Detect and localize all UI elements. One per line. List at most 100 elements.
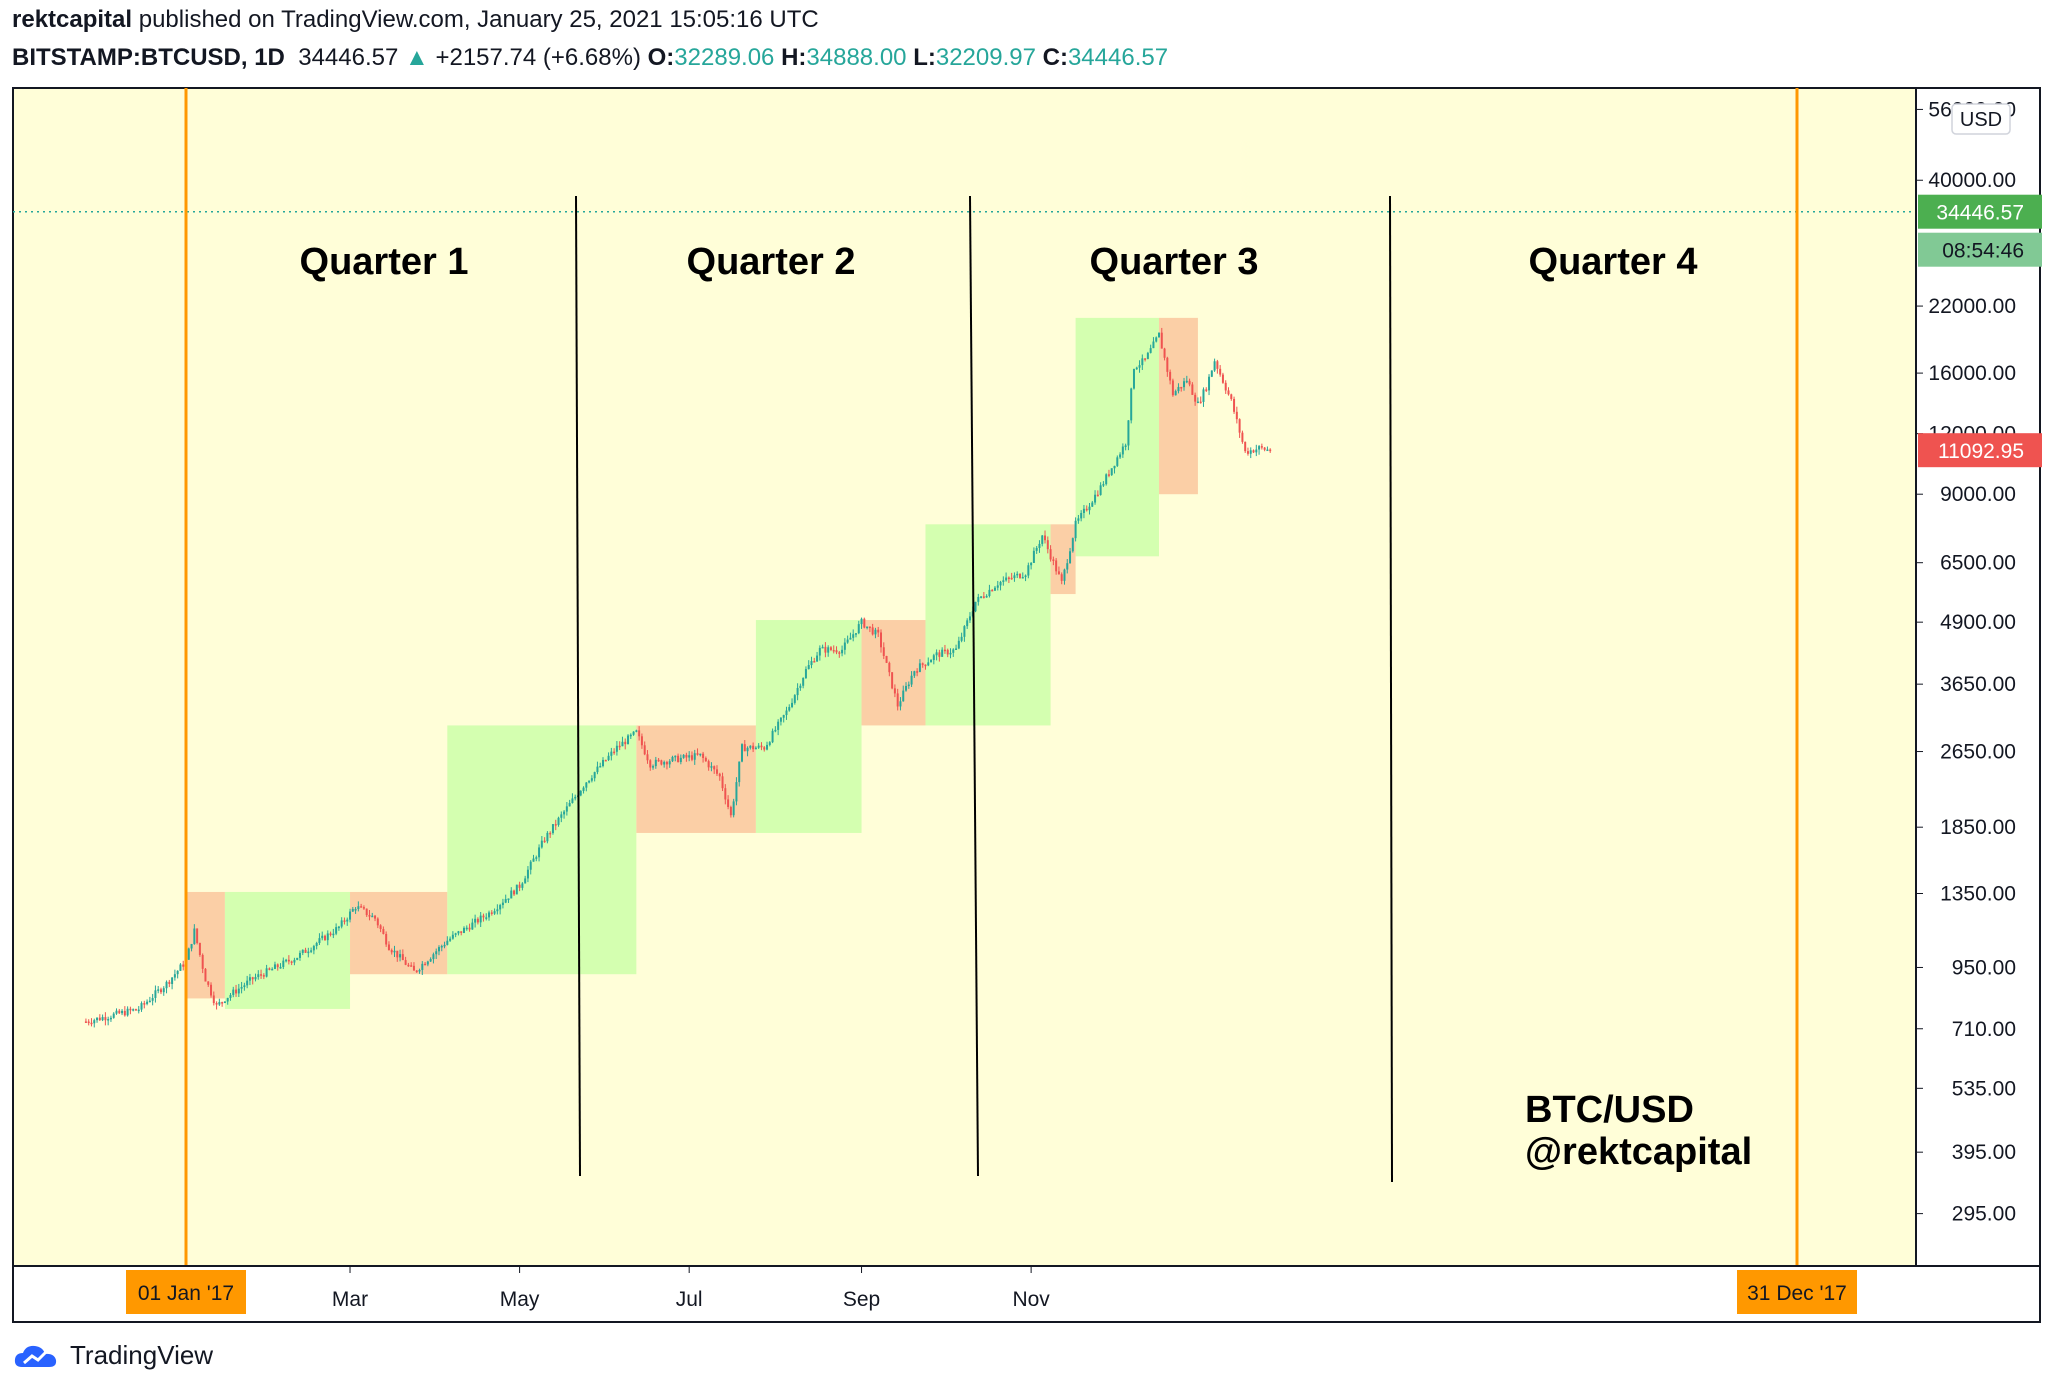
candle-body-16 — [129, 1008, 132, 1011]
btc-chart[interactable]: Quarter 1 Quarter 2 Quarter 3 Quarter 4 BTC… — [0, 0, 2054, 1330]
candle-body-268 — [829, 647, 832, 650]
candle-body-220 — [696, 753, 699, 755]
candle-body-198 — [635, 730, 638, 732]
candle-body-316 — [963, 626, 966, 637]
candle-body-193 — [621, 741, 624, 747]
y-tick-label-14: 535.00 — [1952, 1077, 2016, 1100]
tradingview-cloud-icon — [14, 1345, 57, 1367]
x-tick-label-4: Nov — [1012, 1288, 1050, 1311]
candle-body-151 — [504, 898, 507, 903]
candle-body-115 — [404, 960, 407, 965]
candle-body-373 — [1121, 446, 1124, 455]
candle-body-420 — [1252, 450, 1255, 453]
candle-body-361 — [1088, 506, 1091, 511]
candle-body-38 — [190, 944, 193, 949]
candle-body-423 — [1260, 446, 1263, 448]
candle-body-252 — [785, 710, 788, 716]
candle-body-203 — [649, 760, 652, 768]
candle-body-333 — [1010, 577, 1013, 580]
candle-body-87 — [326, 933, 329, 941]
candle-body-344 — [1041, 535, 1044, 544]
candle-body-317 — [966, 620, 969, 627]
candle-body-370 — [1113, 465, 1116, 469]
candle-body-250 — [779, 717, 782, 722]
candle-body-205 — [654, 759, 657, 767]
up-triangle-icon: ▲ — [405, 44, 429, 71]
candle-body-119 — [415, 970, 418, 973]
price-tags: 34446.57 08:54:46 11092.95 — [1918, 194, 2042, 468]
candle-body-70 — [279, 966, 282, 969]
candle-body-31 — [171, 977, 174, 985]
candle-body-295 — [905, 686, 908, 691]
currency-badge[interactable] — [1951, 103, 2011, 135]
candle-body-143 — [482, 915, 485, 918]
candle-body-78 — [301, 949, 304, 953]
x-tick-label-3: Sep — [843, 1288, 880, 1311]
candle-body-215 — [682, 754, 685, 758]
candle-body-415 — [1238, 419, 1241, 433]
x-tick-label-2: Jul — [676, 1288, 703, 1311]
candle-body-387 — [1160, 332, 1163, 349]
zone-red-10 — [1159, 317, 1198, 495]
time-axis[interactable] — [12, 1265, 2041, 1323]
candle-body-336 — [1019, 573, 1021, 578]
tradingview-brand: TradingView — [70, 1340, 214, 1370]
candle-body-288 — [885, 655, 888, 663]
quarter-divider-layer — [575, 195, 1393, 1183]
candle-body-194 — [624, 741, 627, 745]
candle-body-72 — [285, 959, 288, 962]
candle-body-323 — [982, 596, 985, 598]
y-tick-label-13: 710.00 — [1952, 1018, 2016, 1041]
candle-body-385 — [1155, 337, 1158, 342]
candle-body-133 — [454, 933, 457, 935]
candle-body-365 — [1099, 485, 1102, 495]
candle-body-5 — [98, 1017, 101, 1021]
candle-body-30 — [168, 981, 171, 985]
candle-body-53 — [232, 989, 235, 995]
high-value: 34888.00 — [806, 44, 907, 71]
candle-body-264 — [818, 647, 821, 656]
currency-label: USD — [1960, 109, 2002, 131]
candle-body-216 — [685, 754, 688, 758]
candle-body-309 — [943, 649, 946, 652]
close-value: 34446.57 — [1067, 44, 1169, 71]
candle-body-108 — [385, 933, 388, 945]
price-axis[interactable] — [1915, 87, 2041, 1267]
candle-body-105 — [376, 918, 379, 926]
y-tick-label-8: 3650.00 — [1940, 673, 2016, 696]
candle-body-60 — [251, 977, 254, 980]
candle-body-91 — [337, 926, 340, 929]
candle-body-10 — [112, 1013, 115, 1018]
candle-body-263 — [816, 655, 819, 662]
candle-body-114 — [401, 954, 404, 961]
candle-body-338 — [1024, 575, 1027, 578]
author-name[interactable]: rektcapital — [12, 6, 133, 33]
candle-body-219 — [693, 753, 696, 760]
candle-body-245 — [766, 744, 769, 750]
candle-body-41 — [198, 942, 201, 955]
candle-body-272 — [841, 649, 844, 654]
zone-red-2 — [350, 891, 448, 975]
candle-body-349 — [1055, 560, 1058, 572]
candle-body-235 — [738, 761, 741, 783]
candle-body-155 — [515, 884, 518, 895]
published-text: published on TradingView.com, January 25… — [138, 6, 819, 33]
candle-body-299 — [916, 671, 919, 673]
candle-body-57 — [243, 985, 246, 987]
candle-body-217 — [688, 755, 691, 758]
candle-body-110 — [390, 950, 393, 953]
candle-body-160 — [529, 861, 532, 870]
candle-body-211 — [671, 756, 674, 762]
candle-body-297 — [910, 675, 913, 685]
symbol-label[interactable]: BITSTAMP:BTCUSD, 1D — [12, 44, 285, 71]
candle-body-82 — [312, 946, 315, 951]
candle-body-327 — [993, 587, 996, 591]
candle-body-364 — [1096, 494, 1099, 497]
candle-body-304 — [930, 660, 933, 663]
tradingview-footer[interactable]: TradingView — [12, 1340, 213, 1371]
candle-body-381 — [1144, 358, 1147, 360]
candle-body-182 — [590, 778, 593, 781]
candle-body-223 — [704, 758, 707, 762]
candle-body-347 — [1049, 549, 1052, 560]
candle-body-322 — [980, 596, 983, 598]
